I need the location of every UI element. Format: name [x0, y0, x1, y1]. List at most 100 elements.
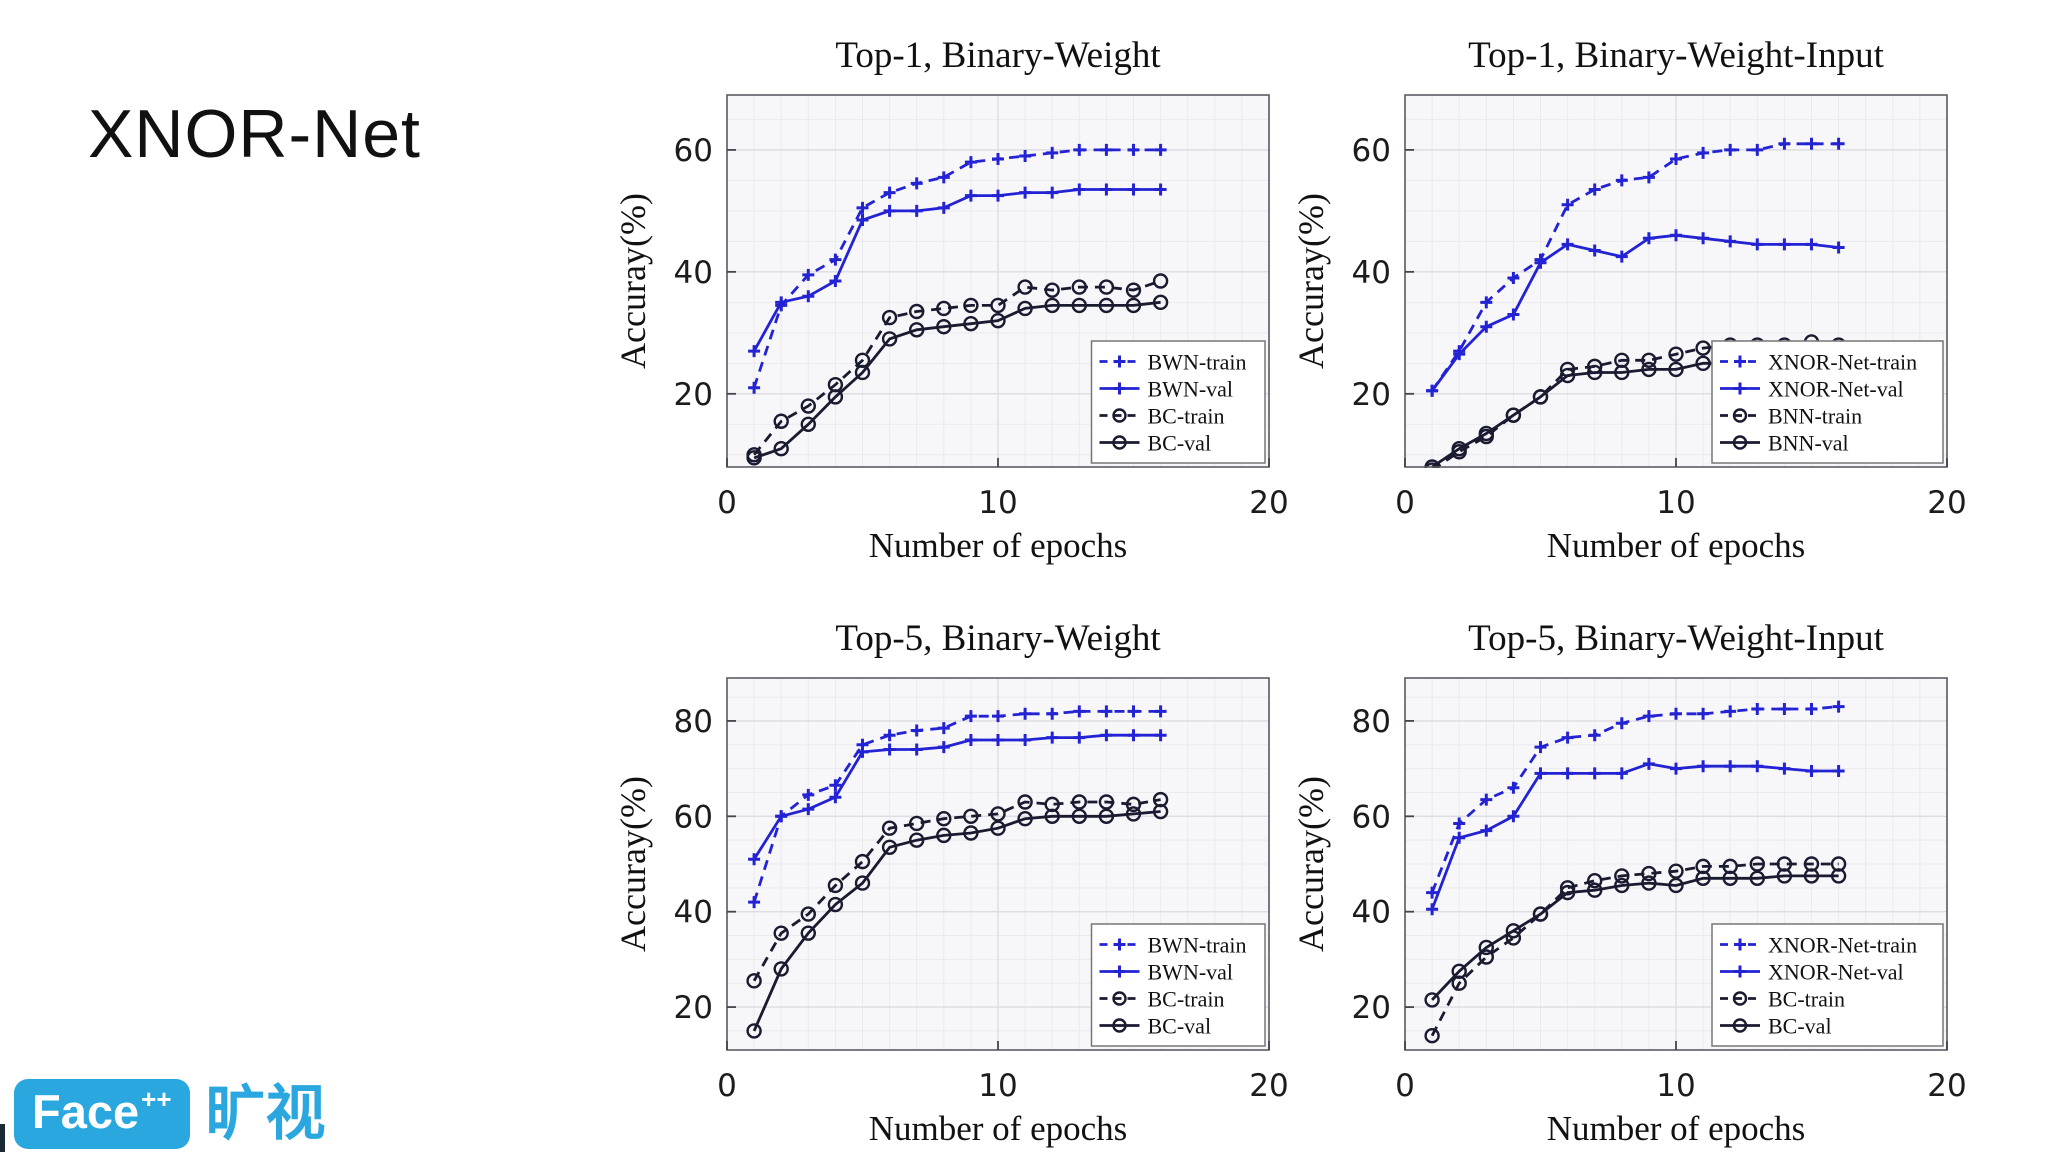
x-tick-label: 0 [1395, 1068, 1415, 1104]
legend-item-XNOR-Net-val: XNOR-Net-val [1720, 960, 1904, 985]
legend-label: BWN-train [1148, 350, 1247, 375]
legend-item-BNN-val: BNN-val [1720, 431, 1849, 456]
chart-svg-top1-binary-weight: 0 10 20 20 40 60 Top-1, Binary-Weight Number of… [615, 35, 1289, 565]
y-tick-label: 20 [674, 377, 713, 413]
series-markers [746, 294, 1169, 466]
series-line [1431, 874, 1839, 1001]
x-tick-label: 20 [1249, 1068, 1288, 1104]
series-line [752, 733, 1161, 860]
legend-item-BWN-train: BWN-train [1099, 350, 1247, 375]
x-axis-label: Number of epochs [869, 1109, 1128, 1148]
legend-label: BC-train [1148, 987, 1225, 1012]
tick-marks [726, 148, 1270, 467]
legend-item-BC-val: BC-val [1720, 1014, 1832, 1039]
series-line [1430, 142, 1839, 392]
legend-label: BNN-val [1768, 431, 1849, 456]
series-BC-val [1424, 868, 1847, 1008]
x-axis-label: Number of epochs [869, 526, 1128, 565]
chart-top5-binary-weight-input: 0 10 20 20 40 60 80 Top-5, Binary-Weight-Input N… [1293, 608, 1973, 1152]
series-BC-val [746, 803, 1169, 1039]
legend-label: BC-val [1768, 1014, 1832, 1039]
legend-label: BC-val [1148, 431, 1212, 456]
y-tick-label: 20 [1352, 990, 1391, 1026]
legend-item-BC-val: BC-val [1099, 1014, 1212, 1039]
facepp-badge: Face ++ [14, 1079, 190, 1149]
series-markers [1424, 868, 1847, 1008]
legend-label: BWN-val [1148, 960, 1234, 985]
y-tick-label: 80 [1352, 704, 1391, 740]
series-line [1430, 705, 1839, 894]
series-line [1430, 762, 1839, 910]
series-markers [1426, 229, 1845, 397]
series-markers [746, 273, 1169, 463]
series-BWN-train [748, 143, 1167, 394]
tick-marks [1404, 720, 1948, 1050]
facepp-cjk-text: 旷视 [205, 1079, 326, 1149]
legend-label: BWN-val [1148, 377, 1234, 402]
x-tick-label: 20 [1927, 485, 1966, 521]
y-tick-label: 20 [674, 990, 713, 1026]
x-tick-label: 20 [1249, 485, 1288, 521]
x-axis-label: Number of epochs [1547, 526, 1806, 565]
facepp-plus-superscript: ++ [141, 1084, 172, 1114]
legend-label: BC-train [1768, 987, 1845, 1012]
tick-marks [1404, 148, 1948, 467]
series-markers [746, 791, 1169, 989]
legend-item-BWN-train: BWN-train [1099, 933, 1247, 958]
y-tick-label: 60 [674, 799, 713, 835]
y-tick-label: 60 [674, 133, 713, 169]
chart-title: Top-1, Binary-Weight-Input [1468, 35, 1884, 76]
x-tick-label: 0 [717, 485, 737, 521]
legend-item-BC-train: BC-train [1099, 404, 1225, 429]
legend-item-XNOR-Net-val: XNOR-Net-val [1720, 377, 1904, 402]
series-line [752, 188, 1161, 352]
series-line [1430, 862, 1839, 1037]
legend-label: XNOR-Net-val [1768, 960, 1904, 985]
y-tick-label: 40 [1352, 255, 1391, 291]
y-axis-label: Accuray(%) [1293, 776, 1331, 952]
x-tick-label: 10 [978, 485, 1017, 521]
series-markers [748, 143, 1167, 394]
y-tick-label: 60 [1352, 133, 1391, 169]
legend-label: XNOR-Net-train [1768, 933, 1917, 958]
series-BWN-train [748, 705, 1167, 909]
y-axis-label: Accuray(%) [1293, 193, 1331, 369]
series-XNOR-Net-val [1426, 757, 1845, 916]
facepp-brand-text: Face [32, 1085, 140, 1138]
y-tick-label: 60 [1352, 799, 1391, 835]
series-line [752, 798, 1161, 982]
legend-label: BNN-train [1768, 404, 1862, 429]
series-BWN-val [748, 729, 1167, 866]
legend-label: XNOR-Net-val [1768, 377, 1904, 402]
tick-labels: 0 10 20 20 40 60 [674, 133, 1289, 521]
legend: XNOR-Net-trainXNOR-Net-valBNN-trainBNN-v… [1711, 340, 1944, 464]
chart-top1-binary-weight-input: 0 10 20 20 40 60 Top-1, Binary-Weight-Input Num… [1293, 25, 1973, 585]
tick-marks [726, 720, 1270, 1050]
y-tick-label: 20 [1352, 377, 1391, 413]
legend-item-BWN-val: BWN-val [1099, 377, 1234, 402]
x-tick-label: 0 [1395, 485, 1415, 521]
legend-label: XNOR-Net-train [1768, 350, 1917, 375]
series-line [1430, 233, 1839, 392]
tick-labels: 0 10 20 20 40 60 80 [1352, 704, 1967, 1104]
y-tick-label: 80 [674, 704, 713, 740]
chart-svg-top5-binary-weight: 0 10 20 20 40 60 80 Top-5, Binary-Weight Number … [615, 618, 1289, 1148]
series-markers [748, 183, 1167, 358]
legend-label: BC-val [1148, 1014, 1212, 1039]
x-axis-label: Number of epochs [1547, 1109, 1806, 1148]
chart-top1-binary-weight: 0 10 20 20 40 60 Top-1, Binary-Weight Number of… [615, 25, 1295, 585]
legend-label: BC-train [1148, 404, 1225, 429]
y-axis-label: Accuray(%) [615, 193, 653, 369]
legend-label: BWN-train [1148, 933, 1247, 958]
series-markers [1426, 757, 1845, 916]
tick-labels: 0 10 20 20 40 60 80 [674, 704, 1289, 1104]
series-markers [1426, 700, 1845, 899]
x-tick-label: 0 [717, 1068, 737, 1104]
legend-item-BNN-train: BNN-train [1720, 404, 1862, 429]
legend-item-XNOR-Net-train: XNOR-Net-train [1720, 350, 1917, 375]
tick-labels: 0 10 20 20 40 60 [1352, 133, 1967, 521]
legend-item-BC-train: BC-train [1099, 987, 1225, 1012]
